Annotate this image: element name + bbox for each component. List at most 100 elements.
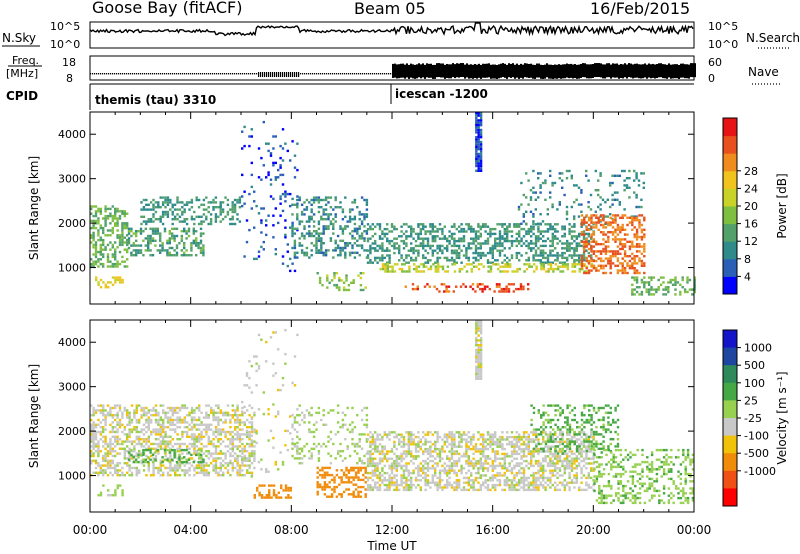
heatmap-cell-7	[378, 237, 382, 240]
heatmap-cell-7	[386, 450, 389, 453]
heatmap-cell-3	[260, 338, 263, 341]
heatmap-cell-7	[561, 242, 564, 245]
heatmap-cell-0	[92, 262, 95, 266]
heatmap-cell-1	[180, 249, 183, 252]
heatmap-cell-10	[541, 220, 545, 223]
heatmap-cell-7	[376, 435, 379, 439]
heatmap-cell-2	[121, 491, 124, 494]
freq-mark	[368, 73, 370, 75]
heatmap-cell-11	[614, 214, 617, 217]
heatmap-cell-0	[231, 404, 234, 407]
nave-mark	[658, 63, 660, 78]
heatmap-cell-11	[590, 264, 593, 267]
heatmap-cell-13	[475, 152, 478, 156]
heatmap-cell-0	[94, 219, 98, 223]
heatmap-cell-7	[405, 455, 408, 458]
heatmap-cell-10	[628, 196, 631, 199]
heatmap-cell-0	[152, 409, 155, 412]
heatmap-cell-0	[236, 454, 239, 458]
freq-mark	[252, 73, 254, 75]
heatmap-cell-6	[312, 442, 316, 446]
heatmap-cell-0	[236, 409, 239, 412]
heatmap-cell-4	[257, 176, 261, 179]
heatmap-cell-0	[174, 406, 177, 410]
heatmap-cell-13	[479, 133, 483, 136]
heatmap-cell-7	[448, 239, 451, 243]
heatmap-cell-0	[126, 243, 129, 247]
heatmap-cell-0	[142, 438, 146, 441]
heatmap-cell-6	[296, 450, 299, 453]
heatmap-cell-5	[336, 206, 340, 209]
heatmap-cell-5	[291, 230, 294, 233]
heatmap-cell-10	[539, 222, 542, 225]
heatmap-cell-0	[126, 409, 129, 412]
heatmap-cell-11	[621, 228, 624, 231]
heatmap-cell-5	[317, 196, 321, 199]
heatmap-cell-0	[104, 459, 107, 462]
heatmap-cell-3	[257, 460, 261, 464]
heatmap-cell-0	[236, 474, 239, 477]
heatmap-cell-4	[272, 164, 275, 167]
heatmap-cell-5	[310, 249, 313, 252]
nave-mark	[486, 63, 488, 78]
heatmap-cell-7	[398, 462, 401, 465]
heatmap-cell-0	[159, 464, 162, 467]
heatmap-cell-11	[597, 221, 600, 224]
heatmap-cell-5	[324, 227, 328, 230]
heatmap-cell-0	[171, 411, 174, 414]
heatmap-cell-7	[400, 479, 403, 482]
heatmap-cell-3	[183, 210, 186, 214]
heatmap-cell-12	[693, 281, 696, 284]
heatmap-cell-7	[407, 431, 410, 434]
nsky-panel	[89, 21, 695, 49]
heatmap-cell-0	[190, 418, 194, 422]
heatmap-cell-11	[592, 259, 596, 263]
heatmap-cell-0	[222, 440, 225, 443]
nave-mark	[470, 64, 472, 79]
heatmap-cell-10	[580, 189, 583, 192]
heatmap-cell-10	[561, 186, 564, 189]
heatmap-cell-7	[520, 254, 523, 257]
heatmap-cell-4	[243, 190, 246, 193]
heatmap-cell-5	[341, 218, 345, 221]
heatmap-cell-12	[652, 276, 656, 279]
freq-mark	[328, 73, 330, 75]
heatmap-cell-7	[510, 230, 514, 233]
heatmap-cell-9	[443, 290, 446, 293]
heatmap-cell-5	[300, 234, 304, 238]
nave-mark	[662, 64, 664, 79]
heatmap-cell-0	[97, 450, 100, 453]
heatmap-cell-6	[312, 435, 316, 438]
heatmap-cell-13	[479, 145, 483, 148]
heatmap-cell-0	[102, 469, 105, 472]
heatmap-cell-13	[477, 112, 480, 115]
heatmap-cell-5	[323, 473, 327, 477]
heatmap-cell-0	[210, 454, 213, 458]
heatmap-cell-0	[207, 414, 210, 417]
heatmap-cell-7	[386, 232, 389, 236]
heatmap-cell-0	[195, 466, 198, 470]
heatmap-cell-1	[161, 242, 164, 245]
heatmap-cell-7	[386, 247, 389, 250]
heatmap-cell-4	[291, 197, 294, 201]
heatmap-cell-0	[236, 469, 239, 472]
heatmap-cell-3	[245, 429, 249, 433]
heatmap-cell-7	[390, 225, 394, 228]
heatmap-cell-0	[181, 406, 184, 410]
heatmap-cell-0	[231, 409, 234, 412]
heatmap-cell-7	[410, 471, 413, 475]
freq-mark	[366, 73, 368, 75]
heatmap-cell-0	[154, 442, 158, 446]
heatmap-cell-11	[597, 228, 600, 231]
heatmap-cell-0	[217, 430, 220, 434]
heatmap-cell-0	[253, 445, 256, 448]
heatmap-cell-1	[192, 227, 195, 230]
nave-mark	[420, 64, 422, 79]
heatmap-cell-0	[205, 430, 208, 434]
heatmap-cell-9	[503, 290, 506, 293]
heatmap-cell-3	[207, 222, 210, 226]
heatmap-cell-0	[214, 416, 218, 419]
heatmap-cell-0	[166, 445, 170, 448]
heatmap-cell-1	[151, 239, 155, 242]
heatmap-cell-6	[318, 279, 322, 282]
